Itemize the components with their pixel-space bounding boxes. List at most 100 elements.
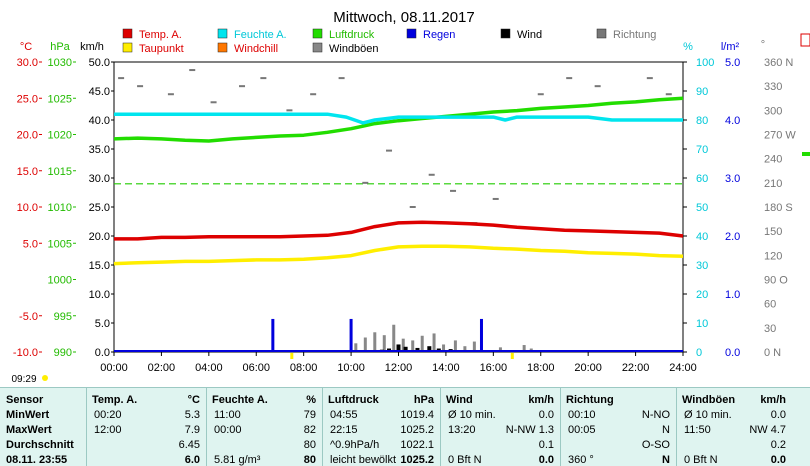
cell-value: 0.0 bbox=[538, 409, 554, 421]
direction-tick-label: 300 bbox=[764, 105, 782, 117]
wind-tick-label: 40.0 bbox=[89, 115, 110, 127]
humidity-tick-label: 60 bbox=[696, 173, 708, 185]
x-tick-label: 24:00 bbox=[669, 362, 697, 374]
direction-tick-label: 270 W bbox=[764, 130, 796, 142]
day-marker bbox=[510, 353, 514, 359]
row-label: Durchschnitt bbox=[6, 439, 74, 451]
legend-label: Windböen bbox=[329, 43, 379, 55]
pressure-tick-label: 990 bbox=[54, 347, 72, 359]
cell-value: 80 bbox=[303, 439, 316, 451]
gust-bar bbox=[363, 337, 367, 352]
legend-label: Taupunkt bbox=[139, 43, 184, 55]
gust-bar bbox=[401, 338, 405, 352]
cell-time: leicht bewölkt bbox=[330, 454, 397, 466]
column-separator bbox=[676, 388, 677, 466]
humidity-tick-label: 40 bbox=[696, 231, 708, 243]
direction-point bbox=[409, 206, 416, 208]
cell-value: 80 bbox=[303, 454, 316, 466]
column-separator bbox=[440, 388, 441, 466]
direction-tick-label: 150 bbox=[764, 226, 782, 238]
x-tick-label: 00:00 bbox=[100, 362, 128, 374]
cell-time: 11:00 bbox=[214, 409, 241, 421]
column-header: Feuchte A. bbox=[212, 394, 268, 406]
rain-bar bbox=[479, 318, 483, 352]
legend-swatch bbox=[596, 28, 607, 39]
legend-swatch bbox=[217, 28, 228, 39]
x-tick-label: 18:00 bbox=[527, 362, 555, 374]
direction-point bbox=[594, 85, 601, 88]
direction-point bbox=[362, 181, 369, 184]
wind-tick-label: 35.0 bbox=[89, 144, 110, 156]
column-separator bbox=[322, 388, 323, 466]
column-header: Temp. A. bbox=[92, 394, 138, 406]
plot-area bbox=[113, 33, 810, 359]
temp-tick-label: -10.0 bbox=[13, 347, 38, 359]
direction-tick-label: 30 bbox=[764, 323, 776, 335]
sun-icon bbox=[42, 375, 48, 381]
legend-swatch bbox=[312, 28, 323, 39]
pressure-axis-header: hPa bbox=[50, 41, 70, 53]
current-time-label: 09:29 bbox=[11, 374, 36, 385]
wind-tick-label: 50.0 bbox=[89, 57, 110, 69]
direction-tick-label: 240 bbox=[764, 154, 782, 166]
pressure-tick-label: 1030 bbox=[48, 57, 72, 69]
legend-label: Windchill bbox=[234, 43, 278, 55]
row-label: 08.11. 23:55 bbox=[6, 454, 68, 466]
cell-value: 7.9 bbox=[184, 424, 200, 436]
pressure-tick-label: 1025 bbox=[48, 93, 72, 105]
column-unit: km/h bbox=[760, 394, 786, 406]
wind-tick-label: 0.0 bbox=[95, 347, 110, 359]
rain-tick-label: 4.0 bbox=[725, 115, 740, 127]
pressure-edge-indicator bbox=[802, 152, 810, 156]
temp-tick-label: 30.0 bbox=[17, 57, 38, 69]
direction-tick-label: 60 bbox=[764, 299, 776, 311]
series-line-temp-a- bbox=[114, 220, 684, 241]
gust-bar bbox=[373, 332, 377, 352]
direction-point bbox=[137, 85, 144, 88]
direction-point bbox=[386, 149, 393, 152]
temp-tick-label: 5.0 bbox=[23, 238, 38, 250]
gust-bar bbox=[392, 324, 396, 352]
direction-point bbox=[665, 93, 672, 96]
x-tick-label: 04:00 bbox=[195, 362, 223, 374]
legend-swatch bbox=[312, 42, 323, 53]
humidity-tick-label: 70 bbox=[696, 144, 708, 156]
legend-label: Richtung bbox=[613, 29, 656, 41]
wind-tick-label: 5.0 bbox=[95, 318, 110, 330]
row-label: MaxWert bbox=[6, 424, 52, 436]
temp-axis-header: °C bbox=[20, 41, 32, 53]
gust-bar bbox=[522, 345, 526, 352]
cell-value: 0.1 bbox=[538, 439, 554, 451]
rain-tick-label: 2.0 bbox=[725, 231, 740, 243]
cell-time: 360 ° bbox=[568, 454, 594, 466]
wind-axis-header: km/h bbox=[80, 41, 104, 53]
direction-point bbox=[537, 93, 544, 96]
direction-point bbox=[338, 77, 345, 80]
rain-bar bbox=[349, 318, 353, 352]
cell-time: 12:00 bbox=[94, 424, 122, 436]
direction-point bbox=[210, 101, 217, 104]
day-marker bbox=[290, 353, 294, 359]
gust-bar bbox=[354, 343, 358, 352]
direction-tick-label: 210 bbox=[764, 178, 782, 190]
cell-time: 5.81 g/m³ bbox=[214, 454, 261, 466]
column-header: Windböen bbox=[682, 394, 736, 406]
direction-point bbox=[239, 85, 246, 88]
wind-tick-label: 25.0 bbox=[89, 202, 110, 214]
column-unit: °C bbox=[187, 394, 200, 406]
gust-bar bbox=[420, 335, 424, 352]
gust-bar bbox=[498, 347, 502, 352]
humidity-tick-label: 80 bbox=[696, 115, 708, 127]
cell-time: 0 Bft N bbox=[448, 454, 482, 466]
weather-chart: Mittwoch, 08.11.2017 Temp. A. Taupunkt Feu… bbox=[11, 9, 810, 385]
wind-tick-label: 20.0 bbox=[89, 231, 110, 243]
gust-bar bbox=[432, 333, 436, 352]
direction-tick-label: 180 S bbox=[764, 202, 793, 214]
pressure-tick-label: 1015 bbox=[48, 166, 72, 178]
legend-label: Feuchte A. bbox=[234, 29, 287, 41]
cell-time: 00:10 bbox=[568, 409, 596, 421]
cell-time: 00:20 bbox=[94, 409, 122, 421]
wind-tick-label: 30.0 bbox=[89, 173, 110, 185]
cell-value: 1022.1 bbox=[400, 439, 434, 451]
gust-bar bbox=[442, 344, 446, 352]
